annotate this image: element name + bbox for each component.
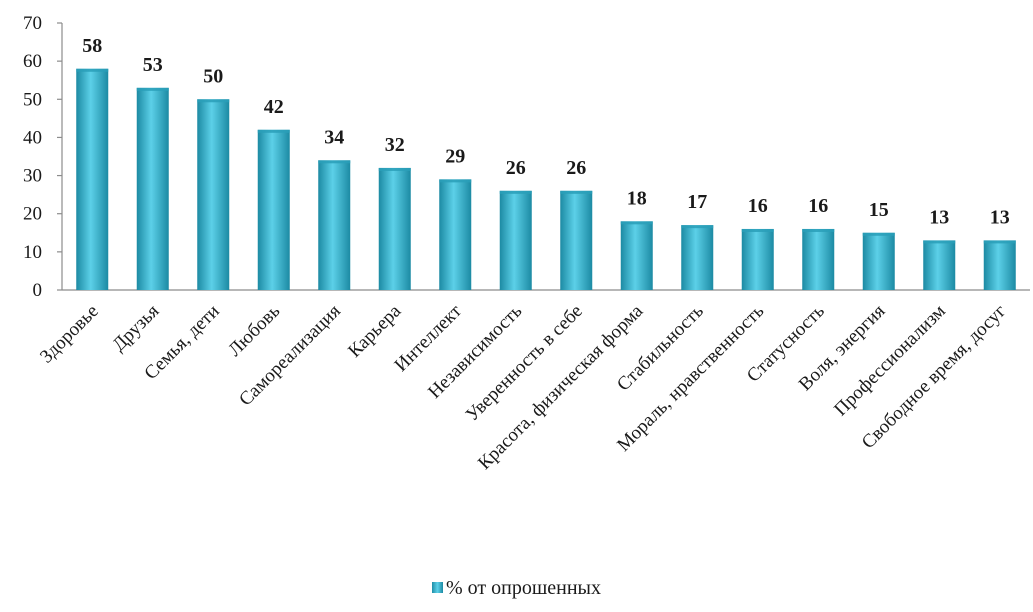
category-label: Друзья: [108, 301, 163, 356]
y-tick-label: 60: [23, 51, 42, 72]
bar-top-cap: [318, 160, 351, 164]
category-label: Самореализация: [235, 301, 345, 411]
bar: [802, 228, 835, 290]
data-label: 26: [566, 157, 586, 179]
data-label: 58: [82, 35, 102, 57]
bar: [862, 232, 895, 290]
bar: [923, 240, 956, 290]
legend-swatch: [432, 582, 444, 593]
bar-top-cap: [76, 68, 109, 72]
category-label: Здоровье: [36, 301, 103, 368]
data-label: 29: [445, 145, 465, 167]
data-label: 34: [324, 126, 344, 148]
bar: [76, 68, 109, 291]
data-label: 16: [808, 195, 828, 217]
legend-label: % от опрошенных: [446, 577, 601, 599]
bar: [257, 129, 290, 290]
bar-top-cap: [862, 232, 895, 236]
bar: [378, 167, 411, 290]
bar-top-cap: [560, 190, 593, 194]
data-label: 53: [143, 54, 163, 76]
data-label: 42: [264, 96, 284, 118]
bar-top-cap: [620, 221, 653, 225]
bar: [499, 190, 532, 290]
y-tick-label: 50: [23, 89, 42, 110]
bar-top-cap: [802, 228, 835, 232]
data-label: 32: [385, 134, 405, 156]
bar-top-cap: [741, 228, 774, 232]
category-label: Уверенность в себе: [462, 301, 587, 426]
data-label: 15: [869, 199, 889, 221]
data-label: 18: [627, 187, 647, 209]
bar: [136, 87, 169, 290]
data-label: 16: [748, 195, 768, 217]
bar: [620, 221, 653, 290]
y-tick-label: 70: [23, 13, 42, 34]
bar: [681, 225, 714, 290]
bar-top-cap: [923, 240, 956, 244]
data-label: 13: [929, 206, 949, 228]
bar-top-cap: [257, 129, 290, 133]
y-tick-label: 30: [23, 166, 42, 187]
y-tick-label: 0: [33, 280, 43, 301]
bar-top-cap: [681, 225, 714, 229]
data-label: 50: [203, 65, 223, 87]
bar: [560, 190, 593, 290]
bar-top-cap: [378, 167, 411, 171]
bar: [741, 228, 774, 290]
bar-top-cap: [439, 179, 472, 183]
legend: % от опрошенных: [0, 577, 1033, 600]
category-label: Профессионализм: [830, 301, 950, 421]
data-label: 13: [990, 206, 1010, 228]
bar-top-cap: [136, 87, 169, 91]
y-tick-label: 40: [23, 127, 42, 148]
bar-top-cap: [983, 240, 1016, 244]
category-label: Любовь: [224, 300, 284, 360]
data-label: 26: [506, 157, 526, 179]
y-tick-label: 10: [23, 242, 42, 263]
bar: [439, 179, 472, 290]
y-tick-label: 20: [23, 204, 42, 225]
bar-top-cap: [197, 99, 230, 103]
data-label: 17: [687, 191, 707, 213]
category-label: Карьера: [344, 300, 405, 361]
bar: [983, 240, 1016, 290]
bar: [318, 160, 351, 290]
bar: [197, 99, 230, 291]
bar-top-cap: [499, 190, 532, 194]
